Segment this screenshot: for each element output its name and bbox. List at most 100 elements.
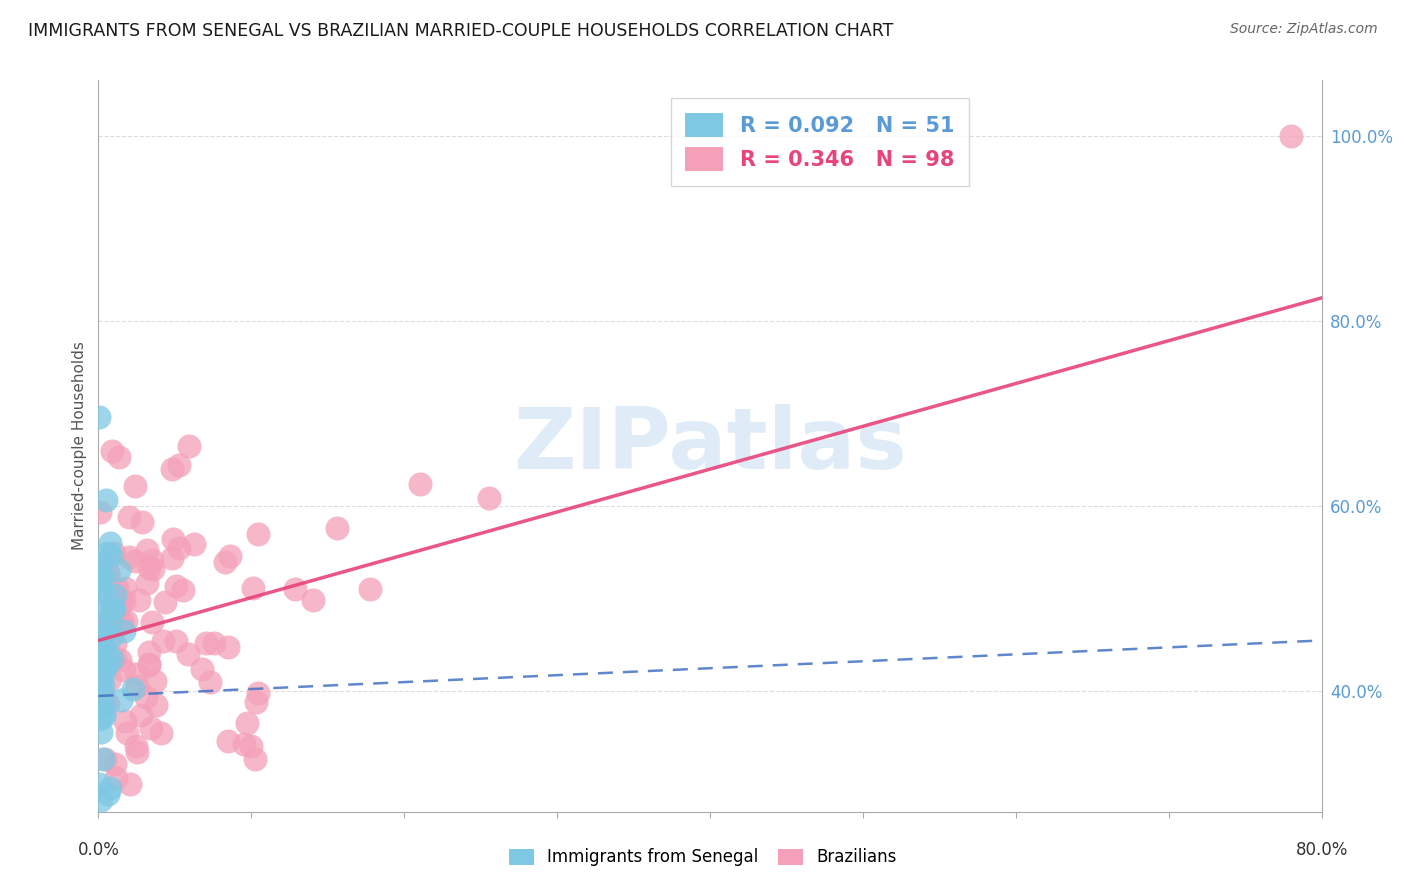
Point bbox=[138, 560, 160, 574]
Point bbox=[242, 581, 264, 595]
Point bbox=[302, 593, 325, 607]
Point bbox=[136, 542, 159, 557]
Point bbox=[125, 739, 148, 753]
Point bbox=[97, 697, 120, 711]
Point bbox=[239, 739, 262, 753]
Point bbox=[104, 650, 127, 665]
Point bbox=[284, 582, 307, 597]
Point bbox=[104, 588, 127, 602]
Point bbox=[101, 602, 124, 616]
Point bbox=[100, 535, 122, 549]
Text: IMMIGRANTS FROM SENEGAL VS BRAZILIAN MARRIED-COUPLE HOUSEHOLDS CORRELATION CHART: IMMIGRANTS FROM SENEGAL VS BRAZILIAN MAR… bbox=[28, 22, 893, 40]
Point bbox=[172, 583, 194, 598]
Point bbox=[245, 752, 267, 766]
Point bbox=[93, 752, 115, 766]
Point bbox=[150, 725, 173, 739]
Point bbox=[87, 654, 110, 668]
Point bbox=[87, 562, 110, 576]
Point bbox=[89, 662, 111, 676]
Point bbox=[90, 648, 112, 662]
Point bbox=[160, 462, 183, 476]
Point bbox=[104, 637, 127, 651]
Point bbox=[93, 709, 115, 723]
Point bbox=[108, 564, 131, 578]
Point bbox=[110, 693, 132, 707]
Point bbox=[1279, 128, 1302, 143]
Point bbox=[100, 630, 122, 644]
Point bbox=[167, 541, 190, 556]
Point bbox=[89, 712, 111, 726]
Point bbox=[98, 780, 121, 795]
Point bbox=[114, 714, 136, 728]
Point bbox=[117, 726, 139, 740]
Point bbox=[93, 586, 115, 600]
Point bbox=[98, 672, 121, 686]
Point bbox=[90, 793, 112, 807]
Point bbox=[103, 618, 125, 632]
Point bbox=[214, 555, 236, 569]
Point bbox=[108, 653, 131, 667]
Point bbox=[96, 546, 118, 560]
Point bbox=[108, 450, 131, 465]
Legend: R = 0.092   N = 51, R = 0.346   N = 98: R = 0.092 N = 51, R = 0.346 N = 98 bbox=[671, 98, 969, 186]
Point bbox=[478, 491, 501, 505]
Point bbox=[94, 644, 117, 658]
Point bbox=[165, 633, 187, 648]
Point bbox=[101, 615, 124, 629]
Text: ZIPatlas: ZIPatlas bbox=[513, 404, 907, 488]
Point bbox=[112, 663, 135, 677]
Point bbox=[195, 636, 218, 650]
Point bbox=[94, 659, 117, 673]
Point bbox=[122, 682, 145, 697]
Point bbox=[90, 574, 112, 589]
Point bbox=[93, 706, 115, 720]
Point bbox=[97, 787, 120, 801]
Point bbox=[97, 649, 120, 664]
Point bbox=[93, 697, 115, 711]
Point bbox=[162, 550, 184, 565]
Point bbox=[118, 510, 141, 524]
Point bbox=[129, 707, 152, 722]
Point bbox=[91, 666, 114, 681]
Point bbox=[105, 581, 128, 595]
Text: 0.0%: 0.0% bbox=[77, 841, 120, 859]
Point bbox=[232, 737, 254, 751]
Point bbox=[89, 637, 111, 651]
Point bbox=[94, 751, 117, 765]
Point bbox=[110, 616, 132, 631]
Point bbox=[89, 633, 111, 648]
Point bbox=[152, 633, 174, 648]
Point bbox=[167, 458, 190, 472]
Text: Source: ZipAtlas.com: Source: ZipAtlas.com bbox=[1230, 22, 1378, 37]
Point bbox=[97, 566, 120, 580]
Point bbox=[145, 698, 167, 712]
Point bbox=[98, 614, 121, 628]
Point bbox=[142, 562, 165, 576]
Point bbox=[97, 567, 120, 582]
Point bbox=[408, 477, 430, 491]
Point bbox=[236, 715, 259, 730]
Point bbox=[91, 686, 114, 700]
Point bbox=[90, 618, 112, 632]
Point bbox=[90, 654, 112, 668]
Point bbox=[101, 444, 124, 458]
Point bbox=[89, 662, 111, 676]
Y-axis label: Married-couple Households: Married-couple Households bbox=[72, 342, 87, 550]
Point bbox=[94, 659, 117, 673]
Point bbox=[143, 674, 166, 689]
Point bbox=[246, 527, 269, 541]
Point bbox=[108, 599, 131, 613]
Point bbox=[94, 492, 117, 507]
Point bbox=[120, 777, 142, 791]
Text: 80.0%: 80.0% bbox=[1295, 841, 1348, 859]
Point bbox=[138, 645, 160, 659]
Point bbox=[131, 515, 153, 529]
Point bbox=[217, 640, 239, 654]
Point bbox=[127, 746, 149, 760]
Point bbox=[100, 602, 122, 616]
Point bbox=[247, 686, 270, 700]
Point bbox=[138, 657, 160, 671]
Point bbox=[93, 639, 115, 653]
Legend: Immigrants from Senegal, Brazilians: Immigrants from Senegal, Brazilians bbox=[502, 842, 904, 873]
Point bbox=[135, 690, 157, 705]
